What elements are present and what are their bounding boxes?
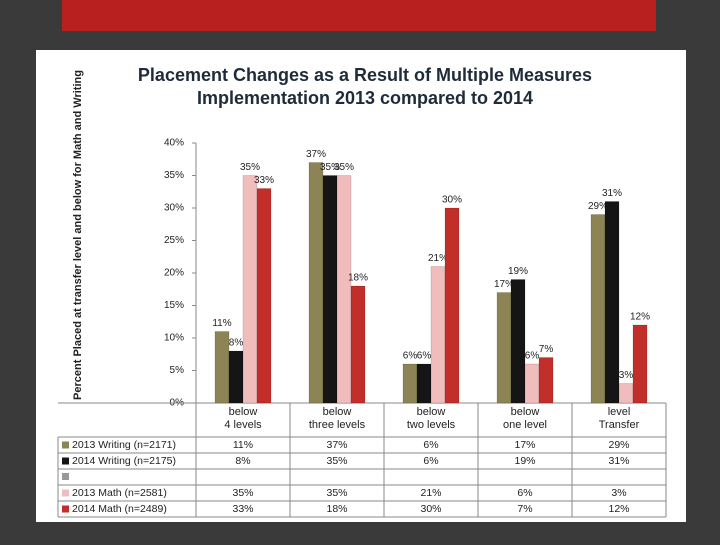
bar [524, 363, 540, 404]
table-cell: 29% [608, 439, 629, 451]
table-cell: 17% [514, 439, 535, 451]
bar [350, 285, 366, 404]
x-tick-label: two levels [407, 419, 456, 431]
header-bar [62, 0, 656, 31]
legend-label: 2013 Writing (n=2171) [72, 439, 176, 451]
data-label: 35% [320, 162, 340, 173]
data-label: 30% [442, 195, 462, 206]
data-label: 7% [539, 344, 554, 355]
x-tick-label: level [608, 406, 631, 418]
x-tick-label: below [511, 406, 540, 418]
table-cell: 3% [611, 487, 626, 499]
bar [510, 279, 526, 404]
table-cell: 33% [232, 503, 253, 515]
data-label: 35% [240, 162, 260, 173]
y-tick-label: 40% [164, 138, 184, 149]
x-tick-label: 4 levels [224, 419, 262, 431]
y-tick-label: 30% [164, 203, 184, 214]
table-cell: 8% [235, 455, 250, 467]
bar [214, 331, 230, 404]
table-cell: 35% [326, 455, 347, 467]
data-label: 17% [494, 279, 514, 290]
data-label: 18% [348, 273, 368, 284]
data-label: 33% [254, 175, 274, 186]
bar [444, 207, 460, 404]
y-axis-label: Percent Placed at transfer level and bel… [72, 70, 84, 400]
bar [416, 363, 432, 404]
table-cell: 35% [232, 487, 253, 499]
table-cell: 21% [420, 487, 441, 499]
bar [618, 383, 634, 404]
data-label: 21% [428, 253, 448, 264]
data-label: 29% [588, 201, 608, 212]
data-label: 8% [229, 338, 244, 349]
table-cell: 12% [608, 503, 629, 515]
x-tick-label: below [323, 406, 352, 418]
y-tick-label: 20% [164, 268, 184, 279]
table-cell: 31% [608, 455, 629, 467]
bar [322, 175, 338, 404]
table-cell: 6% [423, 455, 438, 467]
data-label: 12% [630, 312, 650, 323]
table-cell: 11% [233, 439, 253, 451]
bar [336, 175, 352, 404]
bar [228, 350, 244, 404]
bar [496, 292, 512, 404]
legend-marker [62, 505, 69, 513]
table-cell: 35% [326, 487, 347, 499]
y-tick-label: 15% [164, 300, 184, 311]
legend-marker [62, 489, 69, 497]
x-tick-label: one level [503, 419, 547, 431]
data-label: 6% [525, 351, 540, 362]
legend-marker [62, 457, 69, 465]
y-tick-label: 10% [164, 333, 184, 344]
legend-label: 2014 Writing (n=2175) [72, 455, 176, 467]
bar [430, 266, 446, 404]
bar [604, 201, 620, 404]
legend-blank-marker [62, 473, 69, 480]
data-label: 6% [403, 351, 418, 362]
data-label: 35% [334, 162, 354, 173]
y-tick-label: 5% [170, 365, 185, 376]
table-cell: 6% [423, 439, 438, 451]
table-cell: 7% [517, 503, 532, 515]
bar [242, 175, 258, 404]
chart-title: Implementation 2013 compared to 2014 [197, 88, 533, 108]
data-label: 37% [306, 149, 326, 160]
data-label: 11% [212, 318, 231, 329]
y-tick-label: 35% [164, 170, 184, 181]
x-tick-label: three levels [309, 419, 366, 431]
x-tick-label: Transfer [599, 419, 640, 431]
bar [402, 363, 418, 404]
data-label: 3% [619, 370, 634, 381]
x-tick-label: below [417, 406, 446, 418]
table-cell: 30% [420, 503, 441, 515]
bar [256, 188, 272, 404]
bar [632, 324, 648, 404]
chart-title: Placement Changes as a Result of Multipl… [138, 65, 592, 85]
table-cell: 6% [517, 487, 532, 499]
table-cell: 18% [326, 503, 347, 515]
data-label: 31% [602, 188, 622, 199]
bar [538, 357, 554, 404]
bar [308, 162, 324, 404]
y-tick-label: 25% [164, 235, 184, 246]
table-cell: 19% [514, 455, 535, 467]
x-tick-label: below [229, 406, 258, 418]
legend-label: 2014 Math (n=2489) [72, 503, 167, 515]
bar [590, 214, 606, 404]
data-label: 6% [417, 351, 432, 362]
legend-marker [62, 441, 69, 449]
legend-label: 2013 Math (n=2581) [72, 487, 167, 499]
table-cell: 37% [326, 439, 347, 451]
data-label: 19% [508, 266, 528, 277]
